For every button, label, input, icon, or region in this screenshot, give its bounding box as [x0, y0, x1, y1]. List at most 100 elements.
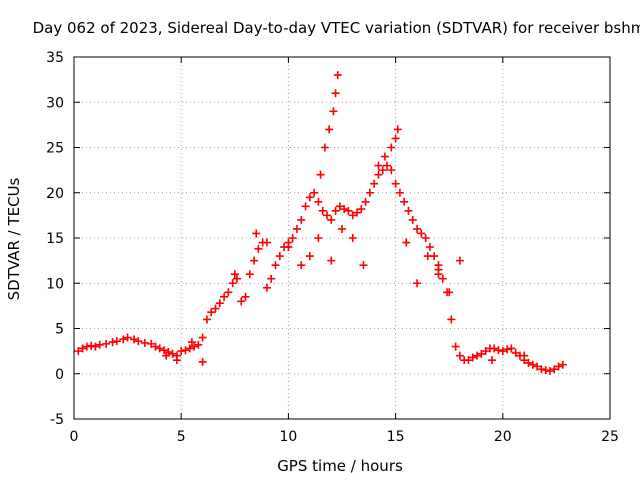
data-point [408, 215, 417, 224]
data-point [445, 288, 454, 297]
data-point [140, 338, 149, 347]
data-point [112, 337, 121, 346]
data-point [267, 274, 276, 283]
data-point [413, 224, 422, 233]
data-point [215, 299, 224, 308]
axis-ticks: 0 5 10 15 20 25 -5 0 5 10 15 20 25 30 35 [46, 50, 619, 445]
data-point [340, 205, 349, 214]
data-point [533, 362, 542, 371]
x-tick-label: 25 [601, 429, 619, 445]
data-point [528, 360, 537, 369]
data-point [455, 256, 464, 265]
data-point [162, 351, 171, 360]
data-point [357, 205, 366, 214]
data-point [187, 338, 196, 347]
x-tick-label: 20 [494, 429, 512, 445]
data-point [177, 347, 186, 356]
data-point [490, 344, 499, 353]
data-point [383, 161, 392, 170]
data-point [417, 229, 426, 238]
data-point [464, 356, 473, 365]
data-point [305, 193, 314, 202]
data-point [434, 265, 443, 274]
data-point [297, 215, 306, 224]
data-point [537, 365, 546, 374]
x-tick-label: 0 [70, 429, 79, 445]
data-point [554, 362, 563, 371]
data-point [329, 107, 338, 116]
data-point [320, 143, 329, 152]
y-tick-label: 0 [55, 367, 64, 383]
data-point [503, 345, 512, 354]
grid [74, 57, 610, 419]
data-point [498, 347, 507, 356]
data-point [425, 243, 434, 252]
data-point [194, 340, 203, 349]
data-point [102, 339, 111, 348]
data-point [232, 274, 241, 283]
x-tick-label: 15 [387, 429, 405, 445]
data-point [327, 256, 336, 265]
data-point [288, 234, 297, 242]
data-point [168, 349, 177, 358]
data-point [78, 344, 87, 353]
y-tick-label: -5 [50, 412, 64, 428]
data-point [451, 342, 460, 351]
data-point [202, 315, 211, 324]
data-point [297, 261, 306, 270]
data-point [423, 252, 432, 261]
data-point [228, 279, 237, 288]
data-point [252, 229, 261, 238]
data-point [520, 351, 529, 360]
data-point [455, 351, 464, 360]
y-tick-label: 30 [46, 95, 64, 111]
data-point [284, 243, 293, 252]
data-point [488, 356, 497, 365]
data-point [211, 304, 220, 313]
data-point [262, 283, 271, 292]
data-point [91, 342, 100, 351]
data-point [151, 342, 160, 351]
data-point [387, 143, 396, 152]
data-point [245, 270, 254, 279]
data-point [108, 338, 117, 347]
data-point [477, 349, 486, 358]
data-point [348, 211, 357, 220]
x-axis-label: GPS time / hours [277, 457, 403, 475]
data-point [275, 252, 284, 261]
data-point [305, 252, 314, 261]
data-point [314, 234, 323, 242]
data-point [250, 256, 259, 265]
data-point [207, 308, 216, 317]
data-point [558, 360, 567, 369]
data-point [185, 344, 194, 353]
data-point [400, 197, 409, 206]
data-point [370, 179, 379, 188]
x-tick-label: 5 [177, 429, 186, 445]
x-tick-label: 10 [279, 429, 297, 445]
data-point [473, 351, 482, 360]
data-point [511, 348, 520, 357]
y-axis-label: SDTVAR / TECUs [5, 177, 23, 300]
data-point [147, 339, 156, 348]
data-point [134, 337, 143, 346]
data-point [391, 179, 400, 188]
data-point [507, 344, 516, 353]
data-point [95, 340, 104, 349]
data-point [262, 238, 271, 247]
data-point [292, 224, 301, 233]
y-tick-label: 15 [46, 231, 64, 247]
data-point [380, 152, 389, 161]
y-tick-label: 10 [46, 276, 64, 292]
plot-frame [73, 56, 611, 420]
data-point [316, 170, 325, 179]
data-point [333, 71, 342, 80]
data-point [87, 341, 96, 350]
data-point [224, 288, 233, 297]
data-point [404, 206, 413, 215]
data-point [395, 188, 404, 197]
data-point [322, 211, 331, 220]
data-point [545, 367, 554, 376]
